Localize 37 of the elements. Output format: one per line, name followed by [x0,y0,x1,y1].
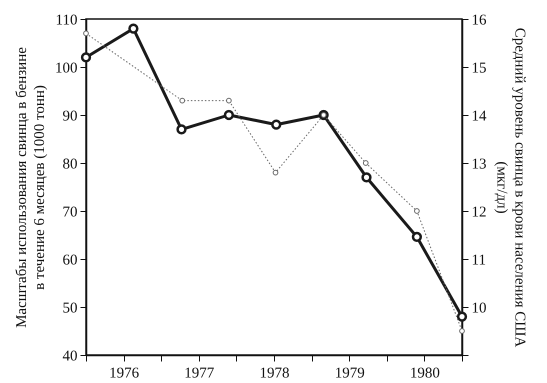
x-tick-label: 1979 [334,366,365,382]
y-tick-label: 100 [55,60,78,76]
y2-tick-label: 13 [472,156,486,172]
point [272,170,278,176]
y2-axis-title: Средний уровень свинца в крови населения США (мкг/дл) [494,28,528,348]
point [128,23,138,34]
x-tick-label: 1980 [410,366,440,382]
x-tick-label: 1978 [260,366,290,382]
point [226,98,232,104]
y-tick-label: 50 [62,300,78,316]
point [83,30,89,36]
y2-tick-label: 12 [472,204,486,220]
y-tick-label: 60 [62,252,78,268]
point [179,98,186,104]
point [80,52,92,63]
y-tick-label: 40 [62,348,78,364]
point [271,119,282,130]
y2-tick-label: 14 [472,108,487,124]
y-tick-label: 70 [62,204,78,220]
x-tick-label: 1976 [109,366,140,382]
y-axis-title: Масштабы использования свинца в бензине в течение 6 месяцев (1000 тонн) [14,46,48,328]
point [414,208,420,214]
y-tick-label: 80 [62,156,78,172]
y-tick-label: 90 [62,108,78,124]
y2-tick-label: 16 [472,12,487,28]
y2-tick-label: 15 [472,60,486,76]
y2-tick-label: 10 [472,300,486,316]
point [362,160,369,166]
point [412,232,422,242]
x-tick-label: 1977 [184,366,215,382]
point [456,311,468,322]
point [224,110,234,120]
point [361,172,372,183]
point [176,124,187,135]
y2-tick-label: 11 [472,252,486,268]
y-tick-label: 110 [56,12,78,28]
point [459,328,465,334]
